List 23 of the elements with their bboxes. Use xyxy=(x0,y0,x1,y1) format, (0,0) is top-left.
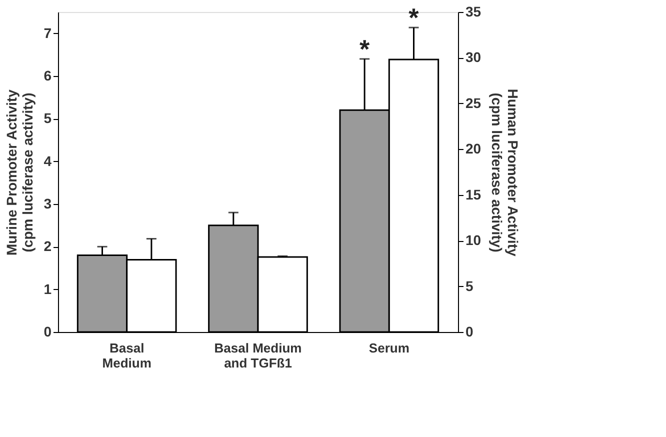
y-tick-label: 6 xyxy=(44,68,52,84)
y-axis-title: Murine Promoter Activity (cpm luciferase activity) xyxy=(4,89,36,256)
y2-tick-label: 5 xyxy=(466,278,474,294)
y-tick-label: 0 xyxy=(44,324,52,340)
x-tick-label: Serum xyxy=(368,340,410,356)
y-tick-label: 1 xyxy=(44,280,52,297)
y-tick-label: 3 xyxy=(44,196,52,212)
y2-tick-label: 20 xyxy=(466,140,482,157)
annotation: * xyxy=(408,2,420,33)
y2-tick-label: 15 xyxy=(466,186,482,202)
y2-tick-label: 30 xyxy=(466,49,482,66)
annotation: * xyxy=(359,34,370,64)
y2-tick-label: 0 xyxy=(466,324,474,340)
y-tick-label: 2 xyxy=(44,238,52,254)
y-tick-label: 5 xyxy=(44,110,52,126)
y2-axis-title: Human Promoter Activity (cpm luciferase activity) xyxy=(489,88,522,256)
y2-tick-label: 25 xyxy=(466,94,482,111)
x-tick-label: Basal Medium and TGFß1 xyxy=(214,340,302,370)
y2-tick-label: 35 xyxy=(466,4,482,20)
y-tick-label: 7 xyxy=(44,24,52,41)
y2-tick-label: 10 xyxy=(466,232,482,248)
y-tick-label: 4 xyxy=(44,152,52,169)
x-tick-label: Basal Medium xyxy=(102,340,152,370)
